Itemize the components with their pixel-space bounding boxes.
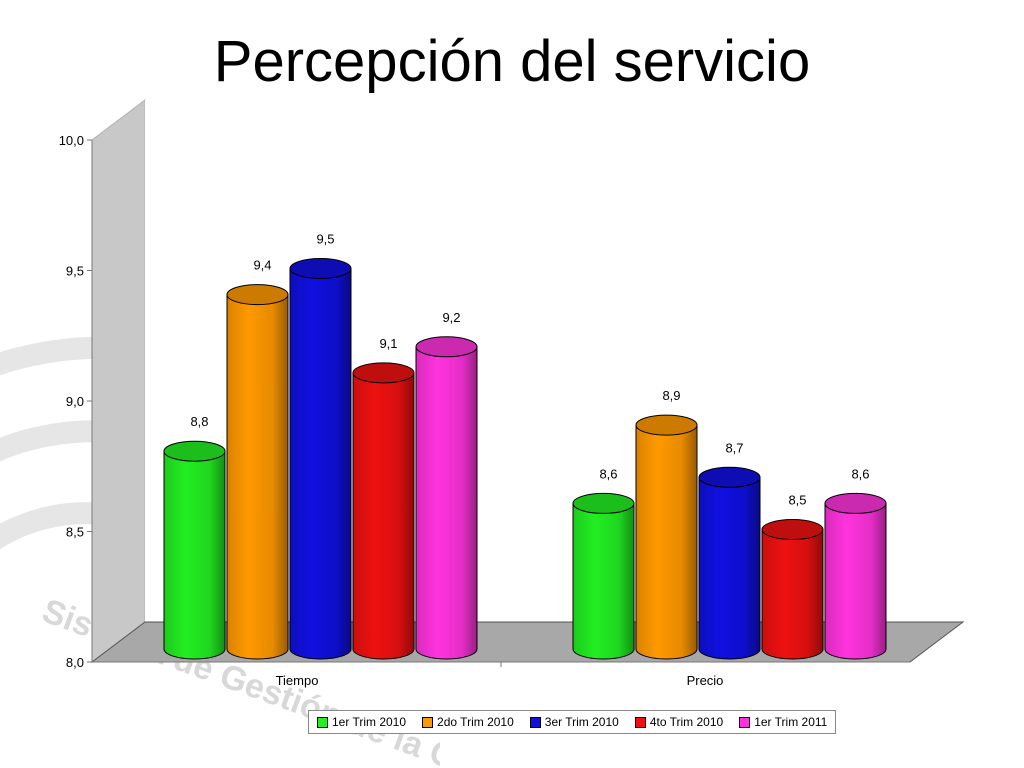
bar-body xyxy=(572,502,635,660)
bar-body xyxy=(761,529,824,660)
bar-body xyxy=(698,476,761,660)
category-label: Tiempo xyxy=(276,673,319,688)
data-label: 9,1 xyxy=(379,336,397,351)
slide-title: Percepción del servicio xyxy=(213,29,811,94)
legend-item: 2do Trim 2010 xyxy=(422,715,514,729)
bar-precio-3 xyxy=(761,519,824,660)
bar-body xyxy=(163,450,226,660)
bar-top xyxy=(698,466,761,488)
data-label: 8,9 xyxy=(662,388,680,403)
y-tick-label: 8,5 xyxy=(66,525,84,540)
bar-top xyxy=(163,440,226,462)
bar-body xyxy=(226,294,289,660)
bar-body xyxy=(352,372,415,660)
data-label: 8,5 xyxy=(788,493,806,508)
side-wall xyxy=(91,98,146,664)
bar-tiempo-2 xyxy=(289,258,352,660)
x-axis: Tiempo Precio xyxy=(92,661,910,688)
category-label: Precio xyxy=(687,673,724,688)
legend-label: 2do Trim 2010 xyxy=(437,715,514,729)
bar-tiempo-0 xyxy=(163,440,226,660)
data-label: 9,5 xyxy=(316,232,334,247)
legend-label: 1er Trim 2011 xyxy=(754,715,828,729)
bar-body xyxy=(635,424,698,660)
data-label: 9,2 xyxy=(442,310,460,325)
bar-top xyxy=(415,336,478,358)
legend-label: 3er Trim 2010 xyxy=(544,715,619,729)
data-label: 8,7 xyxy=(725,440,743,455)
y-tick-label: 8,0 xyxy=(66,655,84,670)
bar-top xyxy=(289,258,352,279)
bar-precio-4 xyxy=(824,492,887,660)
data-label: 8,6 xyxy=(599,466,617,481)
legend-item: 1er Trim 2010 xyxy=(317,715,406,729)
bar-top xyxy=(761,519,824,540)
y-tick-label: 9,0 xyxy=(66,394,84,409)
bar-tiempo-3 xyxy=(352,362,415,660)
bar-precio-2 xyxy=(698,466,761,660)
bar-top xyxy=(635,414,698,436)
bar-body xyxy=(415,346,478,660)
y-tick-label: 10,0 xyxy=(59,133,84,148)
legend-swatch xyxy=(739,716,751,728)
bar-top xyxy=(226,284,289,306)
legend-label: 1er Trim 2010 xyxy=(332,715,407,729)
bar-top xyxy=(572,492,635,514)
data-label: 8,6 xyxy=(851,466,869,481)
bar-top xyxy=(824,492,887,514)
legend-swatch xyxy=(634,716,646,728)
legend-item: 4to Trim 2010 xyxy=(634,715,724,729)
bar-precio-1 xyxy=(635,414,698,660)
legend-item: 3er Trim 2010 xyxy=(529,715,619,729)
bars: 8,8 9,4 9,5 9,1 9,2 8,6 8,9 8,7 8,5 8,6 xyxy=(163,232,887,660)
legend-swatch xyxy=(529,716,541,728)
legend-label: 4to Trim 2010 xyxy=(649,715,724,729)
legend-item: 1er Trim 2011 xyxy=(739,715,827,729)
bar-body xyxy=(824,502,887,660)
bar-tiempo-4 xyxy=(415,336,478,660)
y-axis: 8,0 8,5 9,0 9,5 10,0 xyxy=(59,133,93,670)
legend-swatch xyxy=(317,716,328,728)
bar-top xyxy=(352,362,415,384)
bar-tiempo-1 xyxy=(226,284,289,660)
data-label: 9,4 xyxy=(253,258,271,273)
bar-body xyxy=(289,268,352,660)
y-tick-label: 9,5 xyxy=(66,264,84,279)
data-label: 8,8 xyxy=(190,414,208,429)
bar-precio-0 xyxy=(572,492,635,660)
legend: 1er Trim 2010 2do Trim 2010 3er Trim 2010 4… xyxy=(308,710,837,734)
legend-swatch xyxy=(422,716,434,728)
